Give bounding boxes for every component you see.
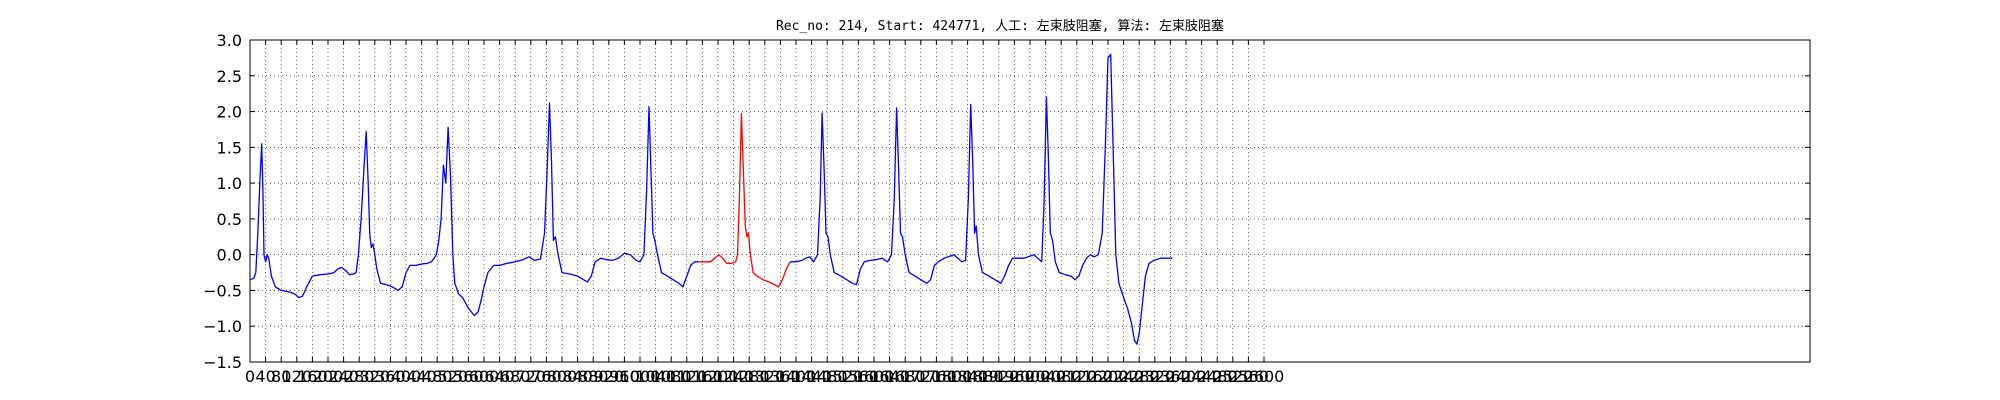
x-tick-label: 1560 <box>838 367 879 386</box>
x-tick-label: 200 <box>313 367 344 386</box>
y-tick-label: 2.0 <box>217 103 242 122</box>
x-tick-label: 680 <box>500 367 531 386</box>
x-tick-label: 1280 <box>729 367 770 386</box>
axis-ticks: 0 408012016020024028032036040044048052056… <box>203 31 1810 386</box>
x-tick-label: 2200 <box>1088 367 1129 386</box>
x-tick-label: 880 <box>578 367 609 386</box>
x-tick-label: 920 <box>594 367 625 386</box>
x-tick-label: 1600 <box>854 367 895 386</box>
x-tick-label: 480 <box>422 367 453 386</box>
x-tick-label: 1240 <box>713 367 754 386</box>
x-tick-label: 800 <box>547 367 578 386</box>
x-tick-label: 1040 <box>635 367 676 386</box>
ecg-series-line-2 <box>790 53 1173 345</box>
chart-title: Rec_no: 214, Start: 424771, 人工: 左束肢阻塞, 算… <box>776 18 1224 34</box>
y-tick-label: −1.0 <box>203 317 242 336</box>
y-tick-label: −0.5 <box>203 281 242 300</box>
x-tick-label: 1400 <box>776 367 817 386</box>
x-tick-label: 440 <box>406 367 437 386</box>
x-tick-label: 1160 <box>682 367 723 386</box>
x-tick-label: 1480 <box>807 367 848 386</box>
x-tick-label: 1320 <box>744 367 785 386</box>
x-tick-label: 960 <box>609 367 640 386</box>
x-tick-label: 1720 <box>900 367 941 386</box>
y-tick-label: 1.5 <box>217 138 242 157</box>
x-tick-label: 1200 <box>698 367 739 386</box>
x-tick-label: 2160 <box>1072 367 1113 386</box>
y-tick-label: 2.5 <box>217 67 242 86</box>
x-tick-label: 2600 <box>1244 367 1285 386</box>
x-tick-label: 2040 <box>1025 367 1066 386</box>
x-tick-label: 400 <box>391 367 422 386</box>
x-tick-label: 1120 <box>666 367 707 386</box>
x-tick-label: 1680 <box>885 367 926 386</box>
x-tick-label: 600 <box>469 367 500 386</box>
x-tick-label: 320 <box>360 367 391 386</box>
y-tick-label: 1.0 <box>217 174 242 193</box>
x-tick-label: 40 <box>255 367 275 386</box>
grid-lines <box>250 40 1810 362</box>
x-tick-label: 1000 <box>620 367 661 386</box>
y-tick-label: 0.0 <box>217 246 242 265</box>
x-tick-label: 2120 <box>1056 367 1097 386</box>
x-tick-label: 1080 <box>651 367 692 386</box>
x-tick-label: 1520 <box>822 367 863 386</box>
x-tick-label: 2400 <box>1166 367 1207 386</box>
x-tick-label: 2520 <box>1212 367 1253 386</box>
x-tick-label: 760 <box>531 367 562 386</box>
x-tick-label: 840 <box>562 367 593 386</box>
x-tick-label: 2360 <box>1150 367 1191 386</box>
x-tick-label: 2000 <box>1010 367 1051 386</box>
x-tick-label: 2080 <box>1041 367 1082 386</box>
x-tick-label: 2440 <box>1181 367 1222 386</box>
x-tick-label: 1640 <box>869 367 910 386</box>
x-tick-label: 1440 <box>791 367 832 386</box>
x-tick-label: 720 <box>516 367 547 386</box>
x-tick-label: 1880 <box>963 367 1004 386</box>
x-tick-label: 80 <box>271 367 291 386</box>
series-layer <box>249 53 1173 345</box>
x-tick-label: 1920 <box>978 367 1019 386</box>
x-tick-label: 2480 <box>1197 367 1238 386</box>
x-tick-label: 2320 <box>1134 367 1175 386</box>
ecg-series-line-1 <box>698 113 791 288</box>
ecg-series-line-0 <box>249 102 699 317</box>
x-tick-label: 0 <box>245 367 255 386</box>
x-tick-label: 2240 <box>1103 367 1144 386</box>
x-tick-label: 1360 <box>760 367 801 386</box>
x-tick-label: 120 <box>282 367 313 386</box>
x-tick-label: 560 <box>453 367 484 386</box>
y-tick-label: 3.0 <box>217 31 242 50</box>
y-tick-label: −1.5 <box>203 353 242 372</box>
y-tick-label: 0.5 <box>217 210 242 229</box>
x-tick-label: 360 <box>375 367 406 386</box>
x-tick-label: 1760 <box>916 367 957 386</box>
x-tick-label: 2560 <box>1228 367 1269 386</box>
x-tick-label: 640 <box>484 367 515 386</box>
x-tick-label: 1800 <box>932 367 973 386</box>
x-tick-label: 280 <box>344 367 375 386</box>
x-tick-label: 1960 <box>994 367 1035 386</box>
x-tick-label: 240 <box>328 367 359 386</box>
x-tick-label: 520 <box>438 367 469 386</box>
x-tick-label: 2280 <box>1119 367 1160 386</box>
x-tick-label: 160 <box>297 367 328 386</box>
x-tick-label: 1840 <box>947 367 988 386</box>
